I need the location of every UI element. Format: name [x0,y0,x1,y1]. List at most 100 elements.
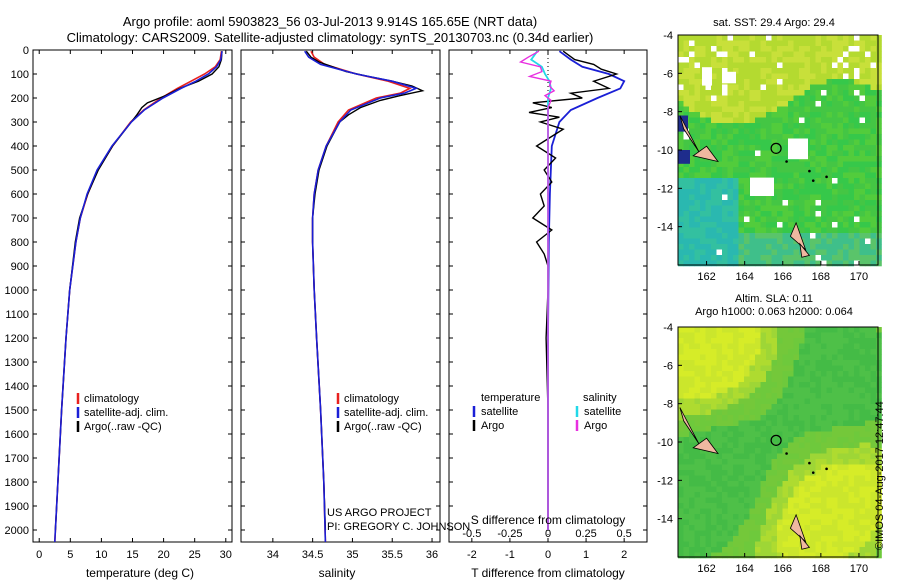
sst-map-cell [870,238,877,245]
temperature-xtick-label: 20 [157,549,169,561]
sst-map-cell [711,200,717,206]
sla-map-cell [782,497,789,504]
sst-map-cell [678,233,684,239]
sla-map-cell [771,365,778,372]
sst-map-cell [766,123,772,129]
sla-map-cell [821,481,827,487]
sla-map-cell [832,409,838,416]
sst-map-cell [727,145,734,151]
sla-map-cell [837,426,844,432]
salinity-legend-label: satellite-adj. clim. [344,407,428,419]
sst-map-cell [689,150,695,157]
sla-map-cell [870,481,877,487]
sst-map-cell [711,40,717,47]
sla-map-cell [771,376,778,383]
sla-map-cell [826,327,833,333]
sla-map-cell [810,365,816,372]
sla-map-cell [788,360,794,366]
sla-map-cell [848,426,855,432]
sla-map-cell [799,464,805,471]
sla-map-cell [744,475,750,482]
sla-map-cell [749,354,756,361]
sla-map-cell [782,442,789,449]
sla-map-cell [733,365,739,372]
sst-map-cell [815,79,822,85]
sst-map-cell [832,112,838,118]
sst-map-cell [865,106,871,113]
sla-map-cell [788,519,794,526]
sst-map-cell [760,46,767,52]
sla-map-panel: 162 164 166 168 170-4-6-8-10-12-14 [657,322,882,575]
sst-map-cell [705,233,712,239]
sla-map-cell [876,448,882,454]
sla-map-cell [683,437,690,443]
sst-map-cell [848,123,855,129]
sla-map-cell [722,448,728,454]
sst-map-cell [755,112,761,118]
sst-map-cell [738,227,745,234]
sst-map-cell [683,183,690,190]
sla-map-cell [716,376,723,383]
sst-map-cell [876,150,882,157]
sla-map-cell [821,547,827,553]
sst-map-cell [793,260,800,267]
sla-map-cell [832,464,838,471]
sla-map-cell [733,486,739,493]
sst-map-cell [777,128,783,135]
sst-map-cell [694,73,701,80]
sst-map-cell [837,46,844,52]
sla-map-cell [700,398,706,405]
sla-map-cell [744,431,750,438]
sla-map-cell [788,393,794,399]
sla-map-cell [683,497,690,504]
sla-map-cell [733,525,739,531]
salinity-plot-area [240,49,441,543]
sla-map-cell [716,508,723,515]
sla-map-cell [793,387,800,394]
sst-map-cell [771,117,778,124]
sla-map-cell [689,387,695,394]
sst-islet [808,169,811,173]
sla-map-cell [782,387,789,394]
sla-map-cell [771,492,778,498]
sla-map-cell [843,431,849,438]
sst-map-cell [799,90,805,96]
difference-t-xtick-label: 2 [621,549,627,561]
sst-map-ytick-label: -6 [663,68,673,80]
sla-map-cell [749,393,756,399]
sst-map-cell [771,73,778,80]
sst-map-cell [749,95,756,102]
sst-map-cell [799,134,805,140]
sla-map-cell [705,470,712,476]
sst-map-cell [700,95,706,102]
sla-map-cell [766,525,772,531]
sla-map-cell [678,387,684,394]
sst-map-cell [777,57,783,63]
difference-s-xtick-label: 0.5 [617,528,632,540]
sla-map-cell [705,343,712,350]
sst-map-cell [876,172,882,179]
sla-map-cell [766,475,772,482]
sst-map-cell [859,161,866,168]
sla-map-cell [755,486,761,493]
sst-map-cell [826,79,833,85]
sst-map-cell [804,222,811,228]
sla-map-cell [727,409,734,416]
sla-map-cell [876,409,882,416]
sst-map-cell [810,128,816,135]
sla-map-cell [837,503,844,509]
sst-map-cell [722,57,728,63]
sla-map-cell [683,415,690,421]
sst-map-cell [832,139,838,146]
sla-map-cell [733,415,739,421]
sst-map-cell [799,62,805,69]
sst-map-cell [859,150,866,157]
sla-map-cell [689,552,695,559]
sst-map-cell [744,244,750,250]
sst-map-cell [689,84,695,91]
sla-map-cell [716,486,723,493]
sla-map-cell [777,398,783,405]
sst-map-cell [859,35,866,41]
sla-map-cell [705,459,712,465]
sst-map-cell [804,46,811,52]
